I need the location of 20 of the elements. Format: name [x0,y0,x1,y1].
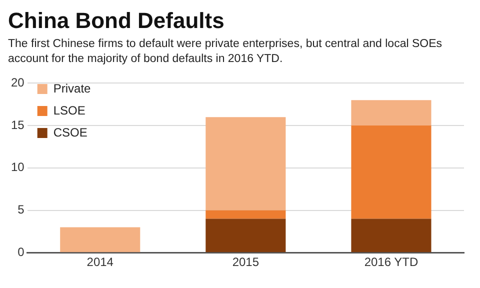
bar [60,227,140,252]
legend-label: CSOE [53,125,88,140]
legend-label: Private [53,81,92,96]
bar [351,100,432,126]
y-tick-label: 20 [10,76,25,90]
bar [351,218,432,252]
y-tick-label: 0 [18,244,25,259]
bar [351,126,432,219]
legend-label: LSOE [53,103,86,118]
x-tick-label: 2016 YTD [364,255,418,270]
y-tick-label: 10 [10,160,25,174]
x-tick-label: 2015 [232,255,260,270]
y-tick-label: 15 [10,118,25,132]
bar [206,117,286,210]
bar [206,210,286,219]
y-tick-label: 5 [18,202,25,217]
chart-title: China Bond Defaults [8,8,226,34]
bar [206,218,286,252]
chart-subtitle: The first Chinese firms to default were private enterprises, but central and local SOEs account for the majority of bond defaults in 2016 YTD. [8,37,444,67]
x-tick-label: 2014 [86,255,114,270]
